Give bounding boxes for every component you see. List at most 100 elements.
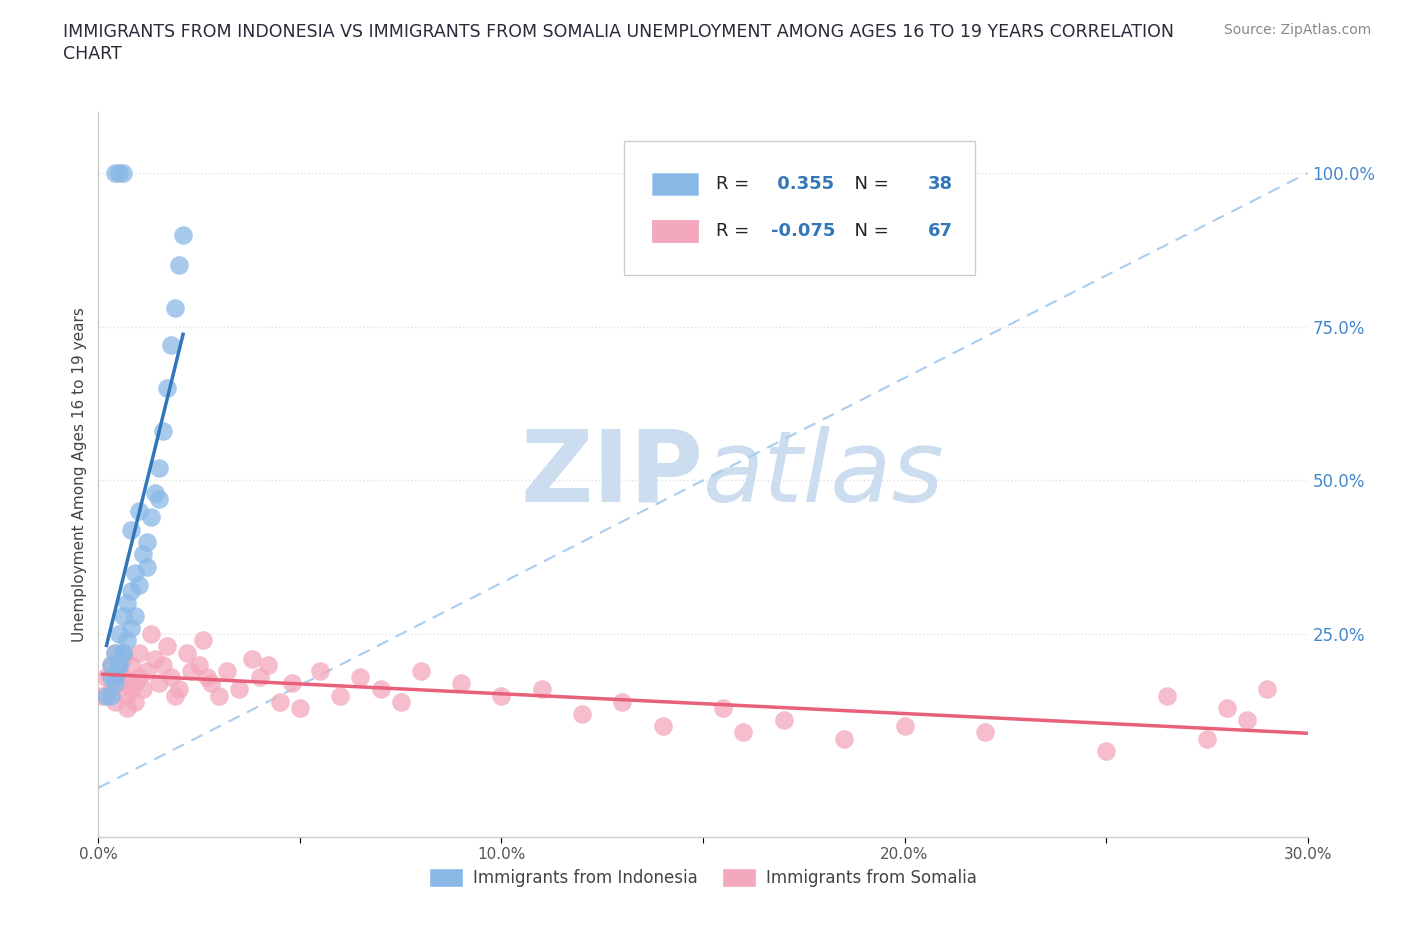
Point (103, 166, 125, 180)
Point (128, 645, 150, 660)
Point (893, 719, 915, 734)
Point (240, 651, 263, 666)
Text: -0.075: -0.075 (770, 222, 835, 240)
Point (128, 670, 150, 684)
Point (163, 688, 186, 703)
Point (100, 658, 122, 672)
Point (832, 731, 855, 746)
Point (115, 632, 138, 647)
Point (176, 645, 198, 660)
Point (156, 380, 179, 395)
Point (167, 682, 190, 697)
Point (329, 688, 352, 703)
Point (309, 664, 332, 679)
Point (1195, 731, 1218, 746)
Point (1216, 700, 1239, 715)
Point (256, 658, 278, 672)
Point (124, 565, 146, 580)
Point (107, 658, 129, 672)
Point (491, 688, 513, 703)
Point (152, 424, 174, 439)
Point (409, 664, 432, 679)
Point (269, 695, 291, 710)
Point (1156, 688, 1178, 703)
Text: 0.355: 0.355 (770, 175, 834, 193)
Point (107, 676, 129, 691)
Point (111, 608, 134, 623)
Point (132, 682, 155, 697)
Text: CHART: CHART (63, 45, 122, 62)
Point (974, 725, 997, 740)
Point (370, 682, 392, 697)
Point (195, 670, 218, 684)
Point (100, 670, 122, 684)
Point (193, 632, 215, 647)
Point (450, 676, 472, 691)
Point (120, 584, 142, 599)
Point (163, 301, 186, 316)
Point (111, 670, 134, 684)
Point (172, 227, 194, 242)
Point (772, 712, 794, 727)
Point (100, 682, 122, 697)
Point (349, 670, 371, 684)
Point (124, 676, 146, 691)
Point (156, 639, 179, 654)
Point (107, 658, 129, 672)
Point (1236, 712, 1258, 727)
Point (124, 695, 146, 710)
Point (120, 620, 142, 635)
Point (120, 682, 142, 697)
Point (103, 676, 125, 691)
Text: atlas: atlas (703, 426, 945, 523)
Point (160, 670, 183, 684)
Point (107, 166, 129, 180)
Legend: Immigrants from Indonesia, Immigrants from Somalia: Immigrants from Indonesia, Immigrants fr… (423, 861, 983, 894)
Point (100, 688, 122, 703)
Point (733, 725, 755, 740)
Point (612, 695, 634, 710)
Point (96, 688, 118, 703)
Point (1095, 743, 1118, 758)
Point (200, 676, 222, 691)
Point (103, 695, 125, 710)
Point (115, 596, 138, 611)
Point (148, 460, 170, 475)
Point (148, 491, 170, 506)
Point (135, 535, 157, 550)
Point (1256, 682, 1278, 697)
Point (281, 676, 304, 691)
Text: N =: N = (844, 175, 894, 193)
Text: Source: ZipAtlas.com: Source: ZipAtlas.com (1223, 23, 1371, 37)
Point (180, 664, 202, 679)
Point (96, 670, 118, 684)
Point (711, 700, 734, 715)
Text: N =: N = (844, 222, 894, 240)
Point (288, 700, 311, 715)
Point (389, 695, 412, 710)
FancyBboxPatch shape (652, 173, 699, 195)
Text: R =: R = (716, 175, 755, 193)
Y-axis label: Unemployment Among Ages 16 to 19 years: Unemployment Among Ages 16 to 19 years (72, 307, 87, 642)
Point (103, 670, 125, 684)
Point (91, 688, 114, 703)
Point (152, 658, 174, 672)
Point (249, 670, 271, 684)
Text: 67: 67 (928, 222, 953, 240)
Point (107, 627, 129, 642)
Text: R =: R = (716, 222, 755, 240)
Point (143, 651, 166, 666)
Point (111, 645, 134, 660)
Point (103, 645, 125, 660)
Point (651, 719, 673, 734)
Point (120, 522, 142, 537)
Text: ZIP: ZIP (520, 426, 703, 523)
Point (124, 608, 146, 623)
Point (128, 578, 150, 592)
Point (571, 707, 593, 722)
Point (188, 658, 211, 672)
Point (135, 664, 157, 679)
Point (111, 651, 134, 666)
Point (228, 682, 250, 697)
Point (143, 485, 166, 500)
